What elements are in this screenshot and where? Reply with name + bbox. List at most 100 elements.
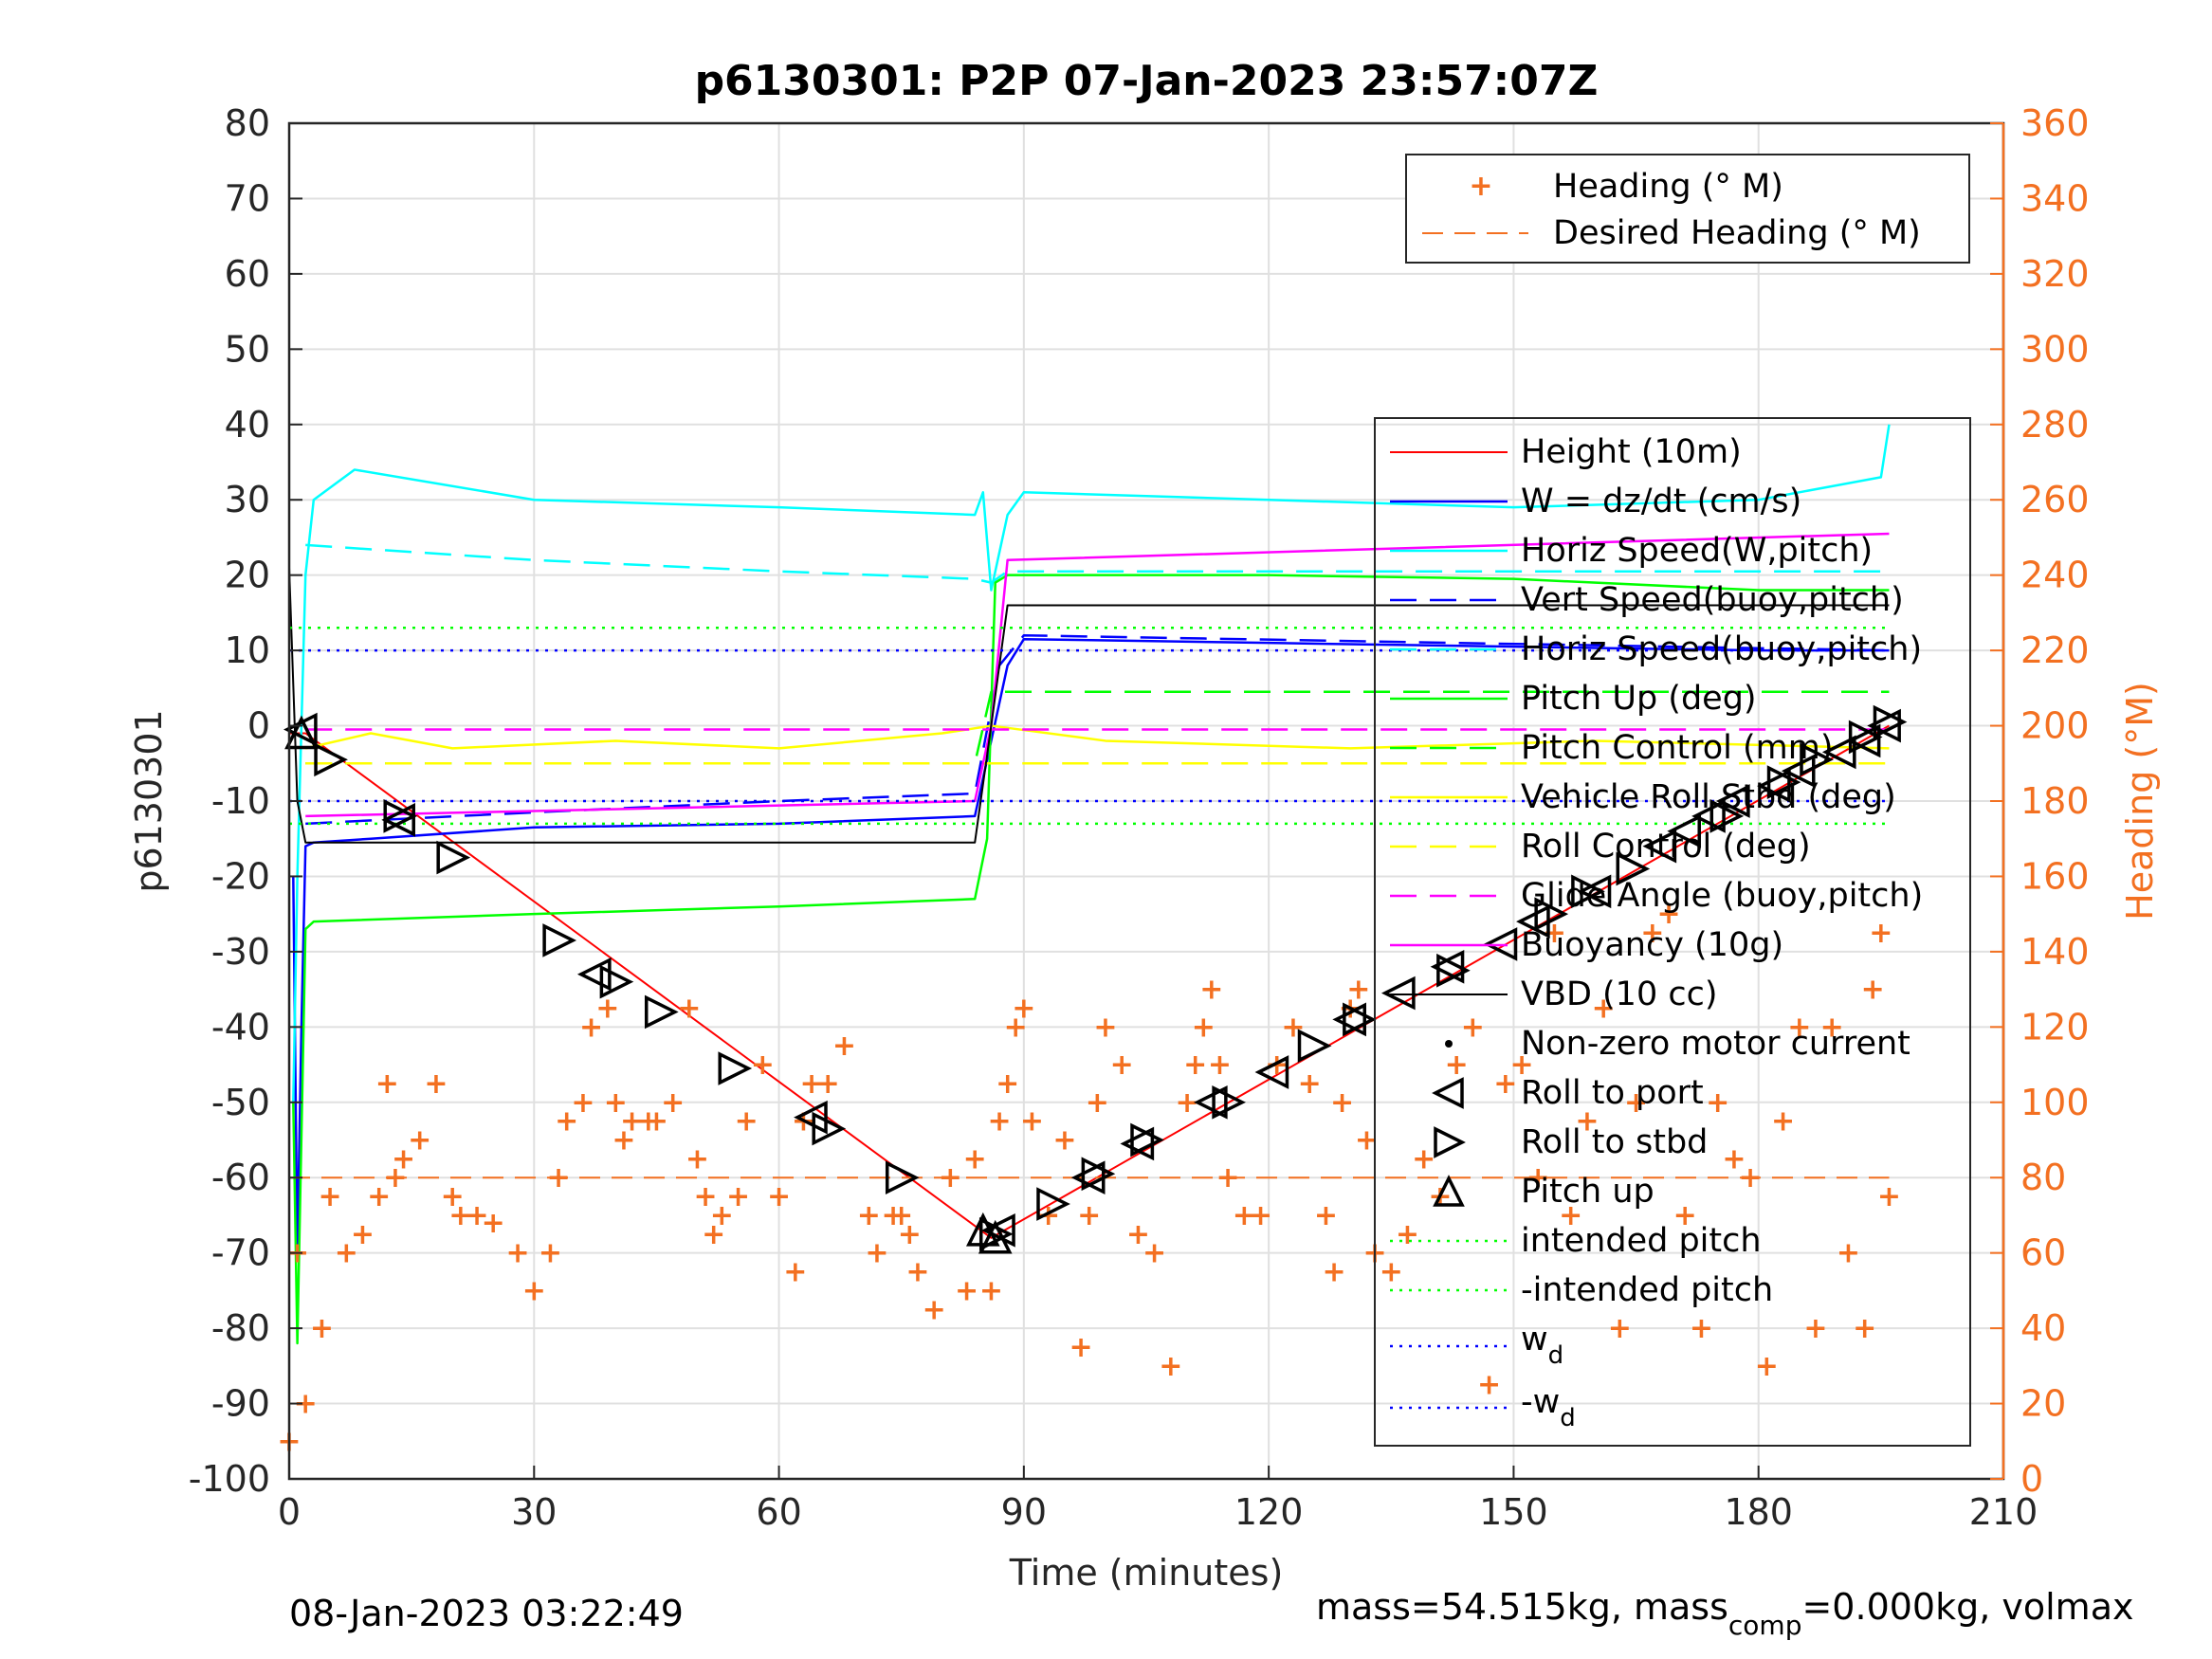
heading-point: + <box>1199 974 1223 1007</box>
heading-point: + <box>1330 1086 1354 1120</box>
heading-point: + <box>604 1086 628 1120</box>
heading-point: + <box>539 1237 562 1270</box>
heading-point: + <box>571 1086 594 1120</box>
heading-point: + <box>595 992 619 1025</box>
y-tick-label: -50 <box>211 1082 270 1123</box>
heading-point: + <box>1192 1011 1216 1044</box>
y2-tick-label: 360 <box>2020 102 2090 144</box>
heading-point: + <box>465 1199 488 1232</box>
heading-point: + <box>1877 1180 1901 1213</box>
roll-to-port-marker <box>1846 723 1881 758</box>
x-tick-label: 180 <box>1724 1491 1793 1533</box>
heading-point: + <box>898 1218 922 1251</box>
main-legend-label-18-main: w <box>1521 1321 1548 1358</box>
heading-point: + <box>1208 1048 1232 1082</box>
heading-point: + <box>1159 1350 1182 1383</box>
vehicle-roll-stbd-deg-line <box>304 724 1890 750</box>
horiz-speed-buoy-pitch-line <box>305 543 1890 584</box>
roll-to-port-marker <box>1380 975 1416 1011</box>
y-tick-label: 50 <box>225 328 270 370</box>
heading-point: + <box>735 1105 759 1139</box>
roll-to-port-marker <box>1332 1002 1366 1037</box>
roll-to-stbd-marker <box>1081 1157 1116 1192</box>
y-tick-label: -90 <box>211 1383 270 1425</box>
roll-to-port-marker <box>1577 874 1612 909</box>
heading-point: + <box>1477 1369 1501 1402</box>
roll-to-stbd-marker <box>436 840 471 875</box>
legend-sample-marker <box>1432 1077 1464 1109</box>
main-legend-label-0: Height (10m) <box>1521 433 1742 471</box>
heading-point: + <box>1461 1011 1485 1044</box>
heading-point: + <box>1640 917 1664 950</box>
heading-point: + <box>1690 1312 1713 1345</box>
y2-tick-label: 120 <box>2020 1006 2090 1048</box>
heading-point: + <box>1249 1199 1272 1232</box>
heading-point: + <box>955 1274 978 1307</box>
roll-to-port-marker <box>1483 927 1518 961</box>
heading-point: + <box>799 1067 823 1101</box>
heading-point: + <box>1412 1142 1435 1176</box>
roll-to-port-marker <box>1642 829 1677 864</box>
heading-point: + <box>383 1161 407 1194</box>
axes-layer: 0 30 60 90 120 150 180 21080706050403020100-10-… <box>189 102 2090 1533</box>
heading-point: + <box>1110 1048 1134 1082</box>
y-tick-label: -40 <box>211 1006 270 1048</box>
heading-point: + <box>505 1237 529 1270</box>
heading-point: + <box>1787 1011 1811 1044</box>
y-tick-label: -100 <box>189 1458 270 1500</box>
x-tick-label: 60 <box>756 1491 801 1533</box>
grid-lines <box>289 123 2003 1479</box>
heading-point: + <box>1853 1312 1876 1345</box>
heading-point: + <box>939 1161 962 1194</box>
x-tick-label: 90 <box>1001 1491 1047 1533</box>
heading-point: + <box>1086 1086 1109 1120</box>
footer-mass-b: =0.000kg, volmax <box>1801 1586 2133 1628</box>
heading-point: + <box>816 1067 840 1101</box>
roll-to-stbd-marker <box>812 1111 847 1146</box>
main-legend: Height (10m) W = dz/dt (cm/s) Horiz Spee… <box>1374 417 1971 1447</box>
w-dz-dt-cm-s-line <box>292 637 1890 1254</box>
heading-point: + <box>1722 1142 1746 1176</box>
heading-point: + <box>1380 1256 1403 1289</box>
heading-point: + <box>1233 1199 1256 1232</box>
heading-point: + <box>1322 1256 1345 1289</box>
main-legend-label-7: Vehicle Roll Stbd (deg) <box>1521 778 1896 816</box>
heading-point: + <box>963 1142 987 1176</box>
heading-point: + <box>710 1199 734 1232</box>
y2-tick-label: 80 <box>2020 1157 2066 1198</box>
heading-point: + <box>905 1256 929 1289</box>
y2-tick-label: 0 <box>2020 1458 2043 1500</box>
main-legend-label-18-sub: d <box>1548 1341 1564 1370</box>
heading-point: + <box>367 1180 391 1213</box>
roll-to-stbd-marker <box>644 994 679 1030</box>
y2-tick-label: 280 <box>2020 404 2090 446</box>
y-tick-label: 80 <box>225 102 270 144</box>
roll-to-port-marker <box>1715 784 1750 818</box>
heading-point: + <box>979 1274 1003 1307</box>
y-tick-label: 30 <box>225 479 270 520</box>
heading-legend: + Heading (° M) Desired Heading (° M) <box>1405 154 1970 264</box>
roll-to-stbd-marker <box>1766 765 1801 799</box>
legend-sample-marker <box>1433 1175 1465 1207</box>
main-legend-label-13: Roll to port <box>1521 1074 1704 1112</box>
main-legend-label-5: Pitch Up (deg) <box>1521 680 1757 718</box>
y2-tick-label: 160 <box>2020 855 2090 897</box>
main-legend-label-14: Roll to stbd <box>1521 1123 1708 1161</box>
x-axis-label: Time (minutes) <box>1009 1552 1284 1594</box>
roll-to-stbd-marker <box>1343 1002 1377 1037</box>
y-axis-label: p6130301 <box>128 709 170 892</box>
main-legend-label-3: Vert Speed(buoy,pitch) <box>1521 581 1904 619</box>
roll-to-stbd-marker <box>885 1160 920 1195</box>
heading-point: + <box>1183 1048 1207 1082</box>
y2-tick-label: 100 <box>2020 1082 2090 1123</box>
heading-point: + <box>1526 1161 1550 1194</box>
heading-point: + <box>889 1199 913 1232</box>
heading-point: + <box>996 1067 1019 1101</box>
main-legend-label-19-sub: d <box>1560 1404 1576 1432</box>
roll-to-stbd-marker <box>383 799 418 833</box>
heading-point: + <box>1755 1350 1779 1383</box>
main-legend-label-19: -wd <box>1521 1383 1576 1432</box>
heading-point: + <box>767 1180 791 1213</box>
heading-point: + <box>923 1293 946 1326</box>
heading-point: + <box>1706 1086 1729 1120</box>
